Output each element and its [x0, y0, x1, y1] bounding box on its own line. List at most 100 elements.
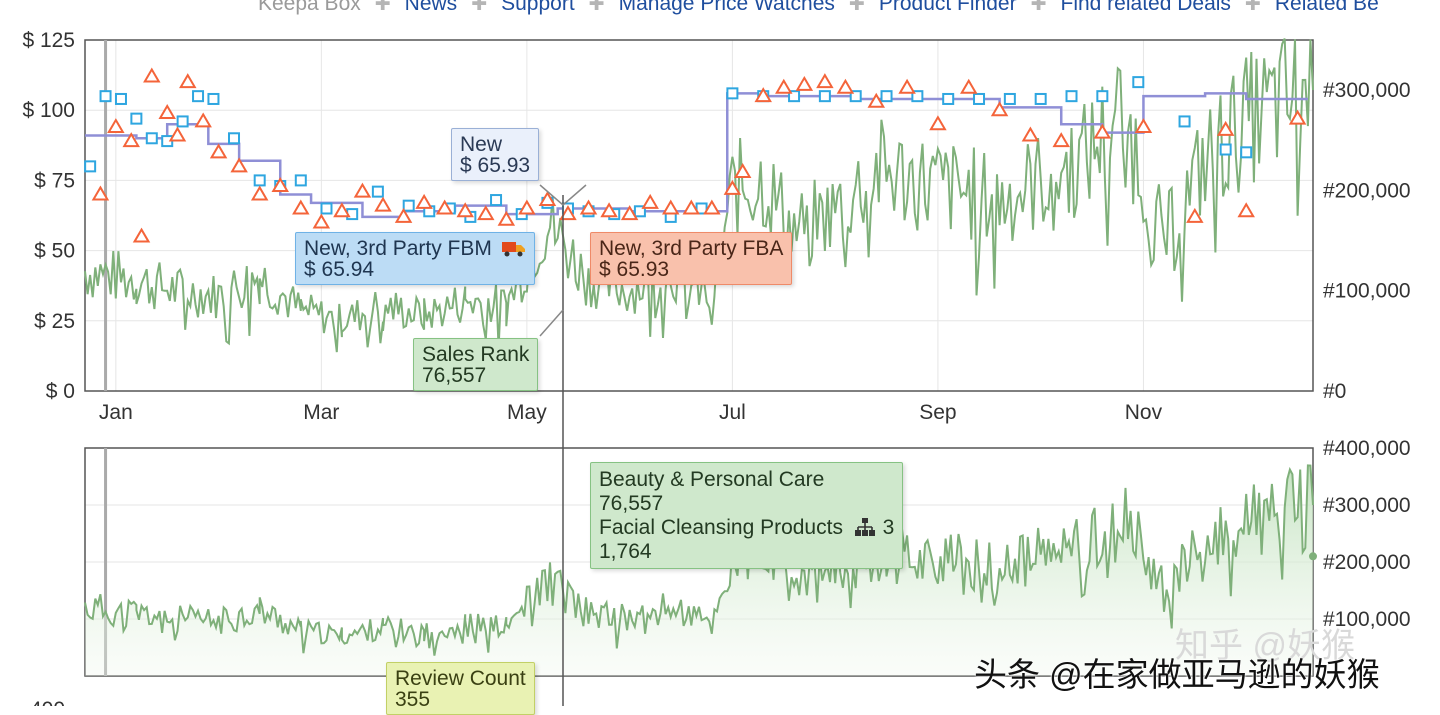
fba-marker	[91, 185, 110, 201]
fbm-marker	[490, 194, 503, 207]
y-left-tick-label: $ 100	[22, 99, 75, 122]
nav-separator-icon: ✚	[471, 0, 488, 15]
fba-marker	[194, 112, 212, 128]
x-tick-label: Nov	[1125, 401, 1163, 424]
fba-marker	[1237, 202, 1255, 218]
watermark-faint: 知乎 @妖猴	[1175, 627, 1355, 665]
tooltip-cat2-value: 1,764	[599, 540, 652, 563]
nav-link-support[interactable]: Support	[501, 0, 575, 15]
fba-marker	[1288, 109, 1307, 125]
y-left-tick-label: $ 0	[46, 380, 75, 403]
watermark: 头条 @在家做亚马逊的妖猴	[974, 656, 1380, 693]
fba-marker	[559, 205, 577, 221]
nav-separator-icon: ✚	[848, 0, 865, 15]
nav-separator-icon: ✚	[1030, 0, 1047, 15]
fbm-marker	[1219, 143, 1232, 156]
y-left-tick-label: $ 25	[34, 310, 75, 333]
fba-marker	[209, 143, 228, 159]
nav-separator-icon: ✚	[1244, 0, 1261, 15]
fba-marker	[456, 202, 474, 218]
series-endpoint-marker	[1309, 552, 1317, 561]
fba-marker	[312, 213, 331, 229]
fba-marker	[374, 196, 392, 212]
tooltip-cat1-value: 76,557	[599, 492, 664, 515]
top-navigation: Keepa Box ✚ News ✚ Support ✚ Manage Price Watc…	[258, 0, 1379, 16]
y-right-tick-label: #300,000	[1323, 494, 1411, 517]
truck-icon	[501, 242, 525, 257]
fbm-marker	[371, 185, 384, 198]
fba-marker	[158, 104, 176, 120]
fba-marker	[1052, 132, 1070, 148]
nav-link-related-be[interactable]: Related Be	[1274, 0, 1379, 15]
fbm-marker	[1178, 115, 1191, 128]
fbm-marker	[1240, 146, 1253, 159]
fbm-marker	[176, 115, 189, 128]
fba-marker	[775, 78, 793, 94]
fbm-marker	[1003, 92, 1016, 105]
fbm-marker	[99, 90, 112, 103]
fba-marker	[682, 199, 701, 215]
tooltip-fba: New, 3rd Party FBA $ 65.93	[590, 232, 793, 285]
tooltip-connector	[539, 184, 587, 206]
nav-link-keepa-box: Keepa Box	[258, 0, 361, 15]
y-left-tick-label: 400	[30, 698, 65, 706]
fba-marker	[754, 87, 772, 103]
fbm-marker	[320, 202, 333, 215]
tooltip-cat2-label: Facial Cleansing Products	[599, 516, 843, 539]
fba-marker	[661, 199, 680, 215]
fba-marker	[271, 177, 289, 193]
fba-marker	[538, 191, 557, 207]
fba-marker	[898, 78, 916, 94]
y-right-tick-label: #200,000	[1323, 551, 1411, 574]
fba-marker	[250, 185, 269, 201]
y-left-tick-label: $ 50	[34, 240, 75, 263]
fba-marker	[795, 75, 814, 91]
fbm-marker	[84, 160, 97, 173]
fbm-marker	[818, 90, 831, 103]
nav-link-product-finder[interactable]: Product Finder	[878, 0, 1017, 15]
fbm-marker	[633, 205, 646, 218]
y-left-tick-label: $ 75	[34, 169, 75, 192]
fba-marker	[960, 78, 978, 94]
tooltip-fbm: New, 3rd Party FBM $ 65.94	[295, 232, 535, 285]
series-line-new	[85, 92, 1308, 219]
tooltip-review-count-label: Review Count	[395, 667, 526, 690]
fbm-marker	[1096, 90, 1109, 103]
tooltip-fba-label: New, 3rd Party FBA	[599, 237, 784, 260]
series-line-category-rank	[84, 464, 1314, 656]
fbm-marker	[228, 132, 241, 145]
fba-marker	[394, 207, 413, 223]
fbm-marker	[1065, 90, 1078, 103]
fbm-marker	[880, 90, 893, 103]
fba-marker	[353, 182, 372, 198]
x-tick-label: Jan	[99, 401, 133, 424]
tooltip-cat1-label: Beauty & Personal Care	[599, 468, 825, 491]
y-right-tick-label: #0	[1323, 380, 1346, 403]
fba-marker	[816, 73, 834, 89]
fba-marker	[230, 157, 248, 173]
y-right-tick-label: #200,000	[1323, 179, 1411, 202]
fbm-marker	[695, 202, 708, 215]
fba-marker	[518, 199, 536, 215]
y-right-tick-label: #100,000	[1323, 608, 1411, 631]
fba-marker	[1186, 207, 1204, 223]
fba-marker	[415, 193, 433, 209]
nav-link-manage-price-watches[interactable]: Manage Price Watches	[618, 0, 835, 15]
y-right-tick-label: #100,000	[1323, 280, 1411, 303]
fbm-marker	[1132, 76, 1145, 89]
nav-link-news[interactable]: News	[404, 0, 458, 15]
fba-marker	[497, 210, 516, 226]
fbm-marker	[911, 90, 924, 103]
tooltip-sales-rank-label: Sales Rank	[422, 343, 530, 366]
nav-separator-icon: ✚	[588, 0, 605, 15]
x-tick-label: May	[507, 401, 547, 424]
tooltip-cat2-suffix: 3	[882, 516, 895, 539]
x-tick-label: Jul	[719, 401, 746, 424]
plot-frame-price	[84, 39, 1314, 392]
fba-marker	[132, 227, 151, 243]
nav-link-find-related-deals[interactable]: Find related Deals	[1060, 0, 1231, 15]
y-left-tick-label: $ 125	[22, 29, 75, 52]
x-tick-label: Sep	[919, 401, 956, 424]
fbm-marker	[130, 112, 143, 125]
